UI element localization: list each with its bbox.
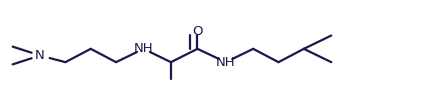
Text: N: N [35, 49, 45, 62]
Text: NH: NH [134, 42, 153, 55]
Text: O: O [192, 25, 203, 38]
Text: NH: NH [216, 56, 235, 69]
